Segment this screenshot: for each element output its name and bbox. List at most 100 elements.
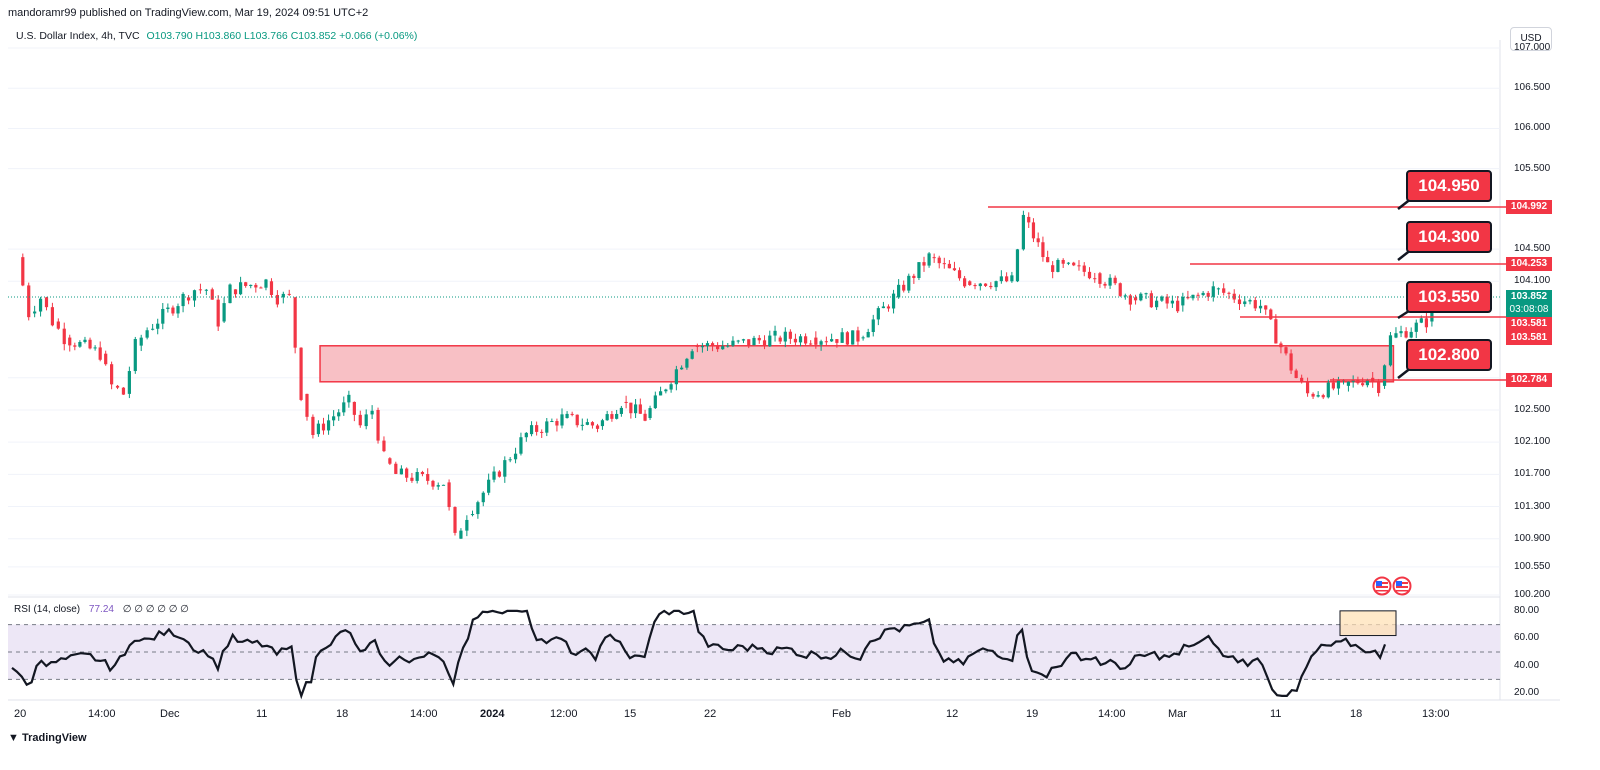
- candle-body: [710, 343, 715, 347]
- callout-104300[interactable]: 104.300: [1406, 221, 1492, 253]
- time-axis-label: 12: [946, 708, 959, 720]
- candle-body: [648, 408, 652, 419]
- candle-body: [244, 282, 248, 286]
- candle-body: [192, 290, 197, 301]
- candle-body: [1284, 347, 1288, 354]
- candle-body: [110, 364, 114, 385]
- candle-body: [420, 472, 425, 475]
- candle-body: [871, 319, 875, 332]
- candle-body: [497, 471, 502, 477]
- candle-body: [492, 471, 496, 480]
- candle-body: [453, 507, 457, 533]
- candle-body: [470, 514, 475, 516]
- candle-body: [1382, 365, 1387, 386]
- candle-body: [902, 284, 906, 291]
- candle-body: [259, 287, 263, 289]
- candle-body: [415, 472, 419, 481]
- publisher-line: mandoramr99 published on TradingView.com…: [8, 7, 369, 19]
- currency-button[interactable]: USD: [1510, 27, 1552, 51]
- candle-body: [736, 340, 740, 342]
- price-axis-label: 105.500: [1514, 162, 1551, 174]
- tradingview-logo[interactable]: ▼ TradingView: [8, 732, 87, 744]
- time-axis-label: 14:00: [1098, 708, 1126, 720]
- candle-body: [436, 485, 440, 487]
- candle-body: [1388, 335, 1393, 366]
- candle-body: [585, 422, 589, 425]
- chart-canvas[interactable]: [8, 26, 1600, 726]
- candle-body: [973, 285, 977, 287]
- candle-body: [1253, 300, 1257, 309]
- rsi-axis-label: 20.00: [1514, 687, 1540, 699]
- candle-body: [1346, 381, 1351, 386]
- candle-body: [1227, 292, 1231, 294]
- candle-body: [595, 425, 600, 429]
- candle-body: [1118, 283, 1122, 296]
- candle-body: [643, 413, 647, 421]
- candle-body: [228, 284, 232, 304]
- candle-body: [1356, 380, 1360, 384]
- candle-body: [685, 358, 689, 368]
- candle-body: [1305, 381, 1310, 394]
- candle-body: [1139, 293, 1143, 301]
- candle-body: [580, 424, 584, 426]
- candle-body: [529, 425, 534, 435]
- candle-body: [897, 284, 901, 298]
- price-tag-high: 104.992: [1506, 200, 1552, 214]
- price-tag-lower2: 103.581: [1506, 331, 1552, 345]
- candle-body: [1430, 306, 1434, 322]
- price-axis-label: 107.000: [1514, 42, 1551, 53]
- price-tag-mid: 104.253: [1506, 257, 1552, 271]
- candle-body: [1321, 395, 1325, 398]
- candle-body: [332, 416, 336, 421]
- candle-body: [957, 270, 962, 279]
- price-axis-label: 101.300: [1514, 500, 1551, 512]
- candle-body: [399, 468, 403, 475]
- symbol-label[interactable]: U.S. Dollar Index, 4h, TVC: [16, 30, 140, 42]
- candle-body: [342, 402, 346, 413]
- candle-body: [1186, 296, 1190, 299]
- candle-body: [876, 308, 880, 320]
- callout-102800[interactable]: 102.800: [1406, 339, 1492, 371]
- candle-body: [1196, 294, 1200, 296]
- candle-body: [664, 389, 668, 392]
- candle-body: [1289, 353, 1293, 371]
- candle-body: [370, 410, 374, 415]
- candle-body: [886, 306, 891, 309]
- candle-body: [757, 337, 761, 341]
- time-axis-label: 15: [624, 708, 637, 720]
- candle-body: [741, 339, 746, 341]
- candle-body: [487, 479, 491, 493]
- candle-body: [459, 530, 463, 539]
- price-axis-label: 100.550: [1514, 560, 1551, 572]
- candle-body: [809, 343, 813, 345]
- candle-body: [156, 323, 160, 329]
- candle-body: [115, 385, 120, 388]
- candle-body: [1222, 288, 1226, 293]
- candle-body: [311, 416, 315, 435]
- candle-body: [633, 404, 638, 414]
- candle-body: [1361, 383, 1365, 386]
- price-axis-label: 102.500: [1514, 403, 1551, 415]
- candle-body: [963, 278, 967, 287]
- candle-body: [989, 285, 993, 288]
- candle-body: [1128, 295, 1132, 305]
- candle-body: [932, 257, 936, 259]
- rsi-label[interactable]: RSI (14, close): [14, 604, 81, 615]
- candle-body: [299, 347, 303, 400]
- candle-body: [238, 282, 243, 295]
- candle-body: [161, 308, 165, 324]
- candle-body: [68, 337, 72, 346]
- time-axis-label: 11: [256, 708, 268, 720]
- rsi-dots: ∅ ∅ ∅ ∅ ∅ ∅: [122, 604, 189, 615]
- rsi-axis-label: 80.00: [1514, 604, 1540, 616]
- candle-body: [624, 401, 628, 403]
- callout-104950[interactable]: 104.950: [1406, 170, 1492, 202]
- candle-body: [1149, 293, 1153, 308]
- candle-body: [1191, 294, 1195, 299]
- time-axis-label: 18: [1350, 708, 1363, 720]
- us-flag-icon[interactable]: [1372, 576, 1392, 596]
- candle-body: [104, 353, 108, 365]
- event-flags[interactable]: [1372, 576, 1416, 596]
- callout-103550[interactable]: 103.550: [1406, 281, 1492, 313]
- us-flag-icon[interactable]: [1392, 576, 1412, 596]
